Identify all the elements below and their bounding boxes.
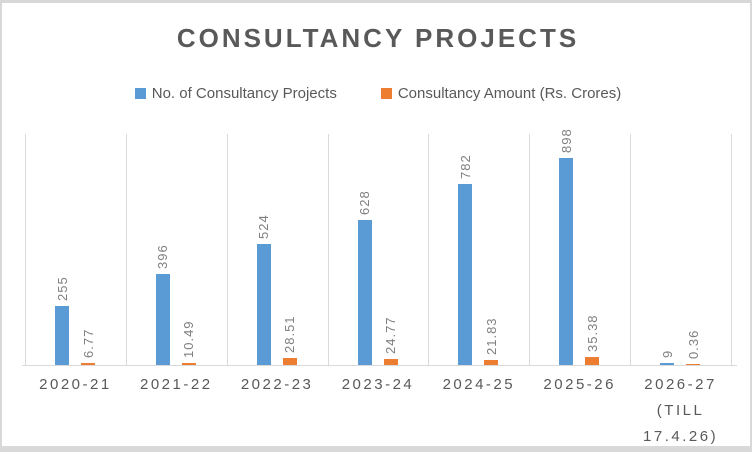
bottom-strip xyxy=(0,446,752,452)
vertical-gridline xyxy=(731,134,732,365)
legend-item-amount[interactable]: Consultancy Amount (Rs. Crores) xyxy=(380,85,622,102)
legend-marker-amount-icon xyxy=(380,88,392,99)
x-axis-line xyxy=(22,365,737,366)
vertical-gridline xyxy=(125,134,127,365)
data-label: 255 xyxy=(54,276,70,301)
chart-title: CONSULTANCY PROJECTS xyxy=(176,23,580,53)
x-axis-category-label: 2021-22 xyxy=(139,376,213,393)
bar-no-of-consultancy-projects[interactable] xyxy=(559,158,574,365)
vertical-gridline xyxy=(428,134,430,365)
vertical-gridline xyxy=(630,134,632,365)
bar-no-of-consultancy-projects[interactable] xyxy=(155,274,170,365)
data-label: 396 xyxy=(155,244,171,269)
data-label: 0.36 xyxy=(685,329,701,359)
vertical-gridline xyxy=(25,134,26,365)
bar-consultancy-amount[interactable] xyxy=(383,359,398,365)
bar-no-of-consultancy-projects[interactable] xyxy=(55,306,69,365)
bar-consultancy-amount[interactable] xyxy=(686,364,701,365)
vertical-gridline xyxy=(529,134,531,365)
bar-no-of-consultancy-projects[interactable] xyxy=(660,363,675,365)
bar-consultancy-amount[interactable] xyxy=(181,363,196,365)
data-label: 35.38 xyxy=(584,314,600,352)
x-axis-category-label: 2026-27 (TILL 17.4.26) xyxy=(643,376,719,445)
vertical-gridline xyxy=(327,134,329,365)
data-label: 21.83 xyxy=(483,317,499,355)
legend-label-amount: Consultancy Amount (Rs. Crores) xyxy=(397,85,622,102)
legend: No. of Consultancy Projects Consultancy … xyxy=(2,85,752,102)
data-label: 10.49 xyxy=(181,320,197,358)
legend-marker-projects-icon xyxy=(134,88,146,99)
bar-consultancy-amount[interactable] xyxy=(282,358,297,365)
data-label: 524 xyxy=(256,214,272,239)
legend-label-projects: No. of Consultancy Projects xyxy=(151,85,337,102)
data-label: 782 xyxy=(457,154,473,179)
legend-item-projects[interactable]: No. of Consultancy Projects xyxy=(134,85,337,102)
x-axis-category-label: 2023-24 xyxy=(341,376,415,393)
bar-consultancy-amount[interactable] xyxy=(585,357,600,365)
data-label: 24.77 xyxy=(383,316,399,354)
plot-area[interactable]: 255 396 524 628 782 898 9 6.77 10.49 28.51 24.77 21… xyxy=(2,3,752,452)
data-label: 28.51 xyxy=(282,315,298,353)
bar-no-of-consultancy-projects[interactable] xyxy=(256,244,271,365)
data-label: 898 xyxy=(558,128,574,153)
bar-no-of-consultancy-projects[interactable] xyxy=(357,220,372,365)
x-axis-category-label: 2020-21 xyxy=(39,376,112,393)
bar-consultancy-amount[interactable] xyxy=(81,363,95,365)
data-label: 6.77 xyxy=(80,328,96,358)
x-axis-category-label: 2025-26 xyxy=(543,376,616,393)
vertical-gridline xyxy=(226,134,228,365)
x-axis-category-label: 2022-23 xyxy=(240,376,314,393)
bar-no-of-consultancy-projects[interactable] xyxy=(458,184,473,365)
data-label: 9 xyxy=(659,349,675,358)
x-axis-category-label: 2024-25 xyxy=(442,376,516,393)
data-label: 628 xyxy=(357,190,373,215)
bar-consultancy-amount[interactable] xyxy=(484,360,499,365)
